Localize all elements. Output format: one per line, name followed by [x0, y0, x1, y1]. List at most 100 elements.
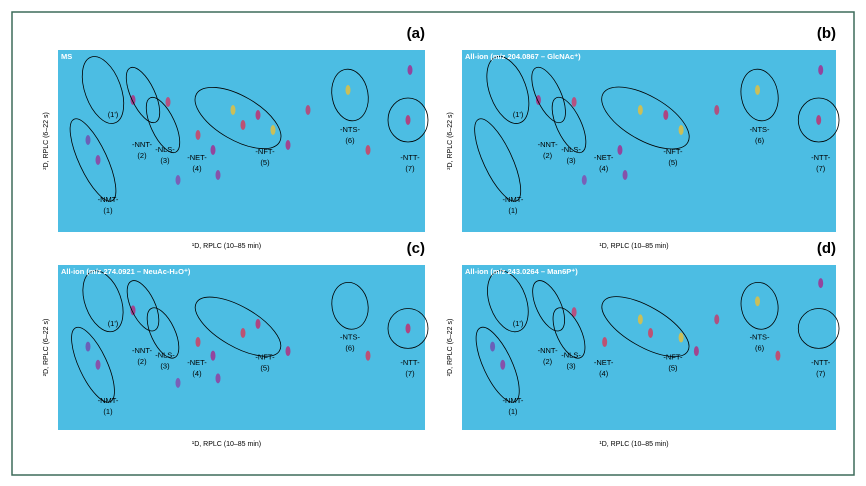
- group-ellipse: [146, 307, 180, 359]
- group-number: (6): [755, 344, 765, 353]
- group-number: (6): [345, 136, 355, 145]
- group-ellipse: [601, 86, 690, 150]
- spot: [678, 125, 684, 135]
- y-axis-label: ²D, RPLC (6–22 s): [43, 319, 50, 377]
- group-name: -NLS-: [155, 145, 175, 154]
- group-ellipse: [740, 68, 779, 122]
- group-ellipse: [486, 56, 530, 124]
- spot: [500, 359, 506, 370]
- group-name: -NFT-: [663, 352, 683, 361]
- group-ellipse: [194, 296, 282, 357]
- group-number: (4): [599, 164, 609, 173]
- spot: [405, 323, 411, 334]
- panel-title: All-ion (m/z 204.0867 – GlcNAc⁺): [465, 52, 581, 61]
- spot: [581, 175, 587, 185]
- panel-title: MS: [61, 52, 72, 61]
- group-name: -NTT-: [400, 358, 420, 367]
- group-name: -NTS-: [750, 125, 770, 134]
- spot: [130, 305, 136, 316]
- spot: [818, 278, 824, 289]
- spot: [210, 145, 216, 155]
- spot: [663, 110, 669, 120]
- spot: [175, 175, 181, 185]
- x-axis-label: ¹D, RPLC (10–85 min): [599, 243, 668, 250]
- group-label: (1'): [108, 319, 119, 328]
- group-number: (1): [508, 206, 518, 215]
- group-ellipse: [601, 296, 690, 357]
- group-ellipse: [551, 96, 587, 154]
- y-axis-label: ²D, RPLC (6–22 s): [447, 112, 454, 170]
- spot: [215, 170, 221, 180]
- group-name: -NLS-: [561, 351, 581, 360]
- spot: [678, 332, 684, 343]
- x-axis-label: ¹D, RPLC (10–85 min): [192, 441, 261, 448]
- group-ellipse: [81, 56, 125, 124]
- group-name: -NTS-: [340, 125, 360, 134]
- spot: [255, 318, 261, 329]
- group-label: (1'): [513, 110, 524, 119]
- group-name: -NLS-: [155, 351, 175, 360]
- spot: [407, 65, 413, 75]
- spot: [535, 95, 541, 105]
- group-ellipse: [797, 97, 840, 143]
- group-name: -NNT-: [538, 140, 558, 149]
- group-number: (2): [543, 151, 553, 160]
- spot: [130, 95, 136, 105]
- group-name: -NMT-: [503, 195, 524, 204]
- group-number: (1): [508, 407, 518, 416]
- group-ellipse: [331, 68, 369, 122]
- spot: [818, 65, 824, 75]
- spot: [305, 105, 311, 115]
- group-name: -NTT-: [400, 153, 420, 162]
- group-name: -NNT-: [538, 346, 558, 355]
- group-name: -NTT-: [811, 153, 831, 162]
- group-number: (2): [137, 151, 147, 160]
- group-ellipse: [71, 326, 115, 403]
- spot: [693, 346, 699, 357]
- group-name: -NTS-: [340, 333, 360, 342]
- group-ellipse: [740, 281, 779, 330]
- group-number: (2): [543, 357, 553, 366]
- panel-title: All-ion (m/z 274.0921 – NeuAc-H₂O⁺): [61, 267, 191, 276]
- y-axis-label: ²D, RPLC (6–22 s): [43, 112, 50, 170]
- group-name: -NET-: [187, 153, 207, 162]
- spot: [622, 170, 628, 180]
- group-ellipse: [552, 307, 586, 359]
- group-name: -NFT-: [255, 352, 275, 361]
- group-ellipse: [331, 281, 369, 330]
- group-number: (5): [668, 158, 678, 167]
- heatmap: [462, 50, 836, 232]
- spot: [195, 130, 201, 140]
- panel-letter: (b): [817, 25, 836, 42]
- group-ellipse: [487, 270, 529, 333]
- group-number: (5): [668, 363, 678, 372]
- group-name: -NLS-: [561, 145, 581, 154]
- heatmap: [58, 265, 425, 430]
- panel-letter: (a): [407, 25, 425, 42]
- spot: [637, 314, 643, 325]
- group-name: -NMT-: [503, 396, 524, 405]
- group-ellipse: [475, 326, 520, 403]
- group-label: (1'): [513, 319, 524, 328]
- spot: [210, 350, 216, 361]
- group-name: -NMT-: [98, 195, 119, 204]
- spot: [571, 307, 577, 318]
- spot: [95, 359, 101, 370]
- group-ellipse: [82, 270, 124, 333]
- spot: [816, 115, 822, 125]
- group-number: (7): [405, 164, 415, 173]
- spot: [285, 140, 291, 150]
- group-number: (7): [405, 369, 415, 378]
- spot: [571, 97, 577, 107]
- group-name: -NFT-: [663, 147, 683, 156]
- panel-letter: (c): [407, 240, 425, 257]
- group-ellipse: [532, 280, 565, 332]
- group-number: (7): [816, 164, 826, 173]
- group-number: (3): [160, 362, 170, 371]
- spot: [365, 145, 371, 155]
- spot: [405, 115, 411, 125]
- group-ellipse: [387, 97, 429, 143]
- group-number: (4): [192, 164, 202, 173]
- spot: [714, 105, 720, 115]
